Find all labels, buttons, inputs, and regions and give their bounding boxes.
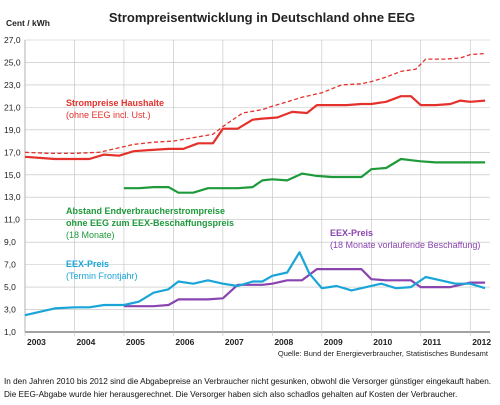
x-tick-label-5: 2008: [274, 337, 293, 347]
chart-title: Strompreisentwicklung in Deutschland ohn…: [109, 10, 415, 25]
y-tick-label-6: 13,0: [4, 192, 21, 202]
y-tick-label-11: 23,0: [4, 80, 21, 90]
y-tick-label-8: 17,0: [4, 147, 21, 157]
caption-line-1: In den Jahren 2010 bis 2012 sind die Abg…: [4, 377, 492, 386]
x-axis-ticks: 2003 2004 2005 2006 2007 2008 2009 2010 2011 2012: [27, 337, 491, 347]
y-axis-ticks: 1,0 3,0 5,0 7,0 9,0 11,0 13,0 15,0 17,0 19,0 21,0 2…: [4, 35, 21, 337]
annotation-0: Strompreise Haushalte: [66, 98, 164, 108]
y-tick-label-10: 21,0: [4, 102, 21, 112]
series-line-3: [123, 268, 486, 308]
series-line-0: [24, 52, 486, 155]
y-tick-label-1: 3,0: [4, 305, 16, 315]
y-axis-label: Cent / kWh: [6, 18, 50, 28]
y-tick-label-9: 19,0: [4, 125, 21, 135]
source-note: Quelle: Bund der Energieverbraucher, Sta…: [278, 349, 489, 358]
series-line-1: [24, 95, 486, 161]
y-tick-label-0: 1,0: [4, 327, 16, 337]
y-tick-label-13: 27,0: [4, 35, 21, 45]
annotation-4: (18 Monate): [66, 230, 115, 240]
y-tick-label-7: 15,0: [4, 170, 21, 180]
y-tick-label-4: 9,0: [4, 237, 16, 247]
y-tick-label-12: 25,0: [4, 57, 21, 67]
annotations: Strompreise Haushalte (ohne EEG incl. Ust…: [66, 98, 480, 281]
grid: [24, 39, 490, 336]
x-tick-label-6: 2009: [324, 337, 343, 347]
annotation-7: EEX-Preis: [66, 259, 109, 269]
annotation-5: EEX-Preis: [330, 228, 373, 238]
y-tick-label-5: 11,0: [4, 215, 20, 225]
series-line-2: [123, 157, 486, 194]
caption: In den Jahren 2010 bis 2012 sind die Abg…: [4, 376, 498, 401]
chart: Strompreisentwicklung in Deutschland ohn…: [4, 10, 491, 358]
x-tick-label-7: 2010: [373, 337, 392, 347]
annotation-1: (ohne EEG incl. Ust.): [66, 110, 151, 120]
x-tick-label-0: 2003: [27, 337, 46, 347]
annotation-3: ohne EEG zum EEX-Beschaffungspreis: [66, 218, 234, 228]
x-tick-label-3: 2006: [175, 337, 194, 347]
series-line-4: [24, 251, 486, 317]
x-tick-label-9: 2012: [472, 337, 491, 347]
y-tick-label-3: 7,0: [4, 260, 16, 270]
x-tick-label-1: 2004: [76, 337, 95, 347]
annotation-8: (Termin Frontjahr): [66, 271, 138, 281]
x-tick-label-8: 2011: [423, 337, 442, 347]
series-lines: [24, 52, 486, 317]
caption-line-2: Die EEG-Abgabe wurde hier herausgerechne…: [4, 389, 458, 399]
y-tick-label-2: 5,0: [4, 282, 16, 292]
annotation-2: Abstand Endverbraucherstrompreise: [66, 206, 225, 216]
x-tick-label-4: 2007: [225, 337, 244, 347]
x-tick-label-2: 2005: [126, 337, 145, 347]
annotation-6: (18 Monate vorlaufende Beschaffung): [330, 240, 480, 250]
